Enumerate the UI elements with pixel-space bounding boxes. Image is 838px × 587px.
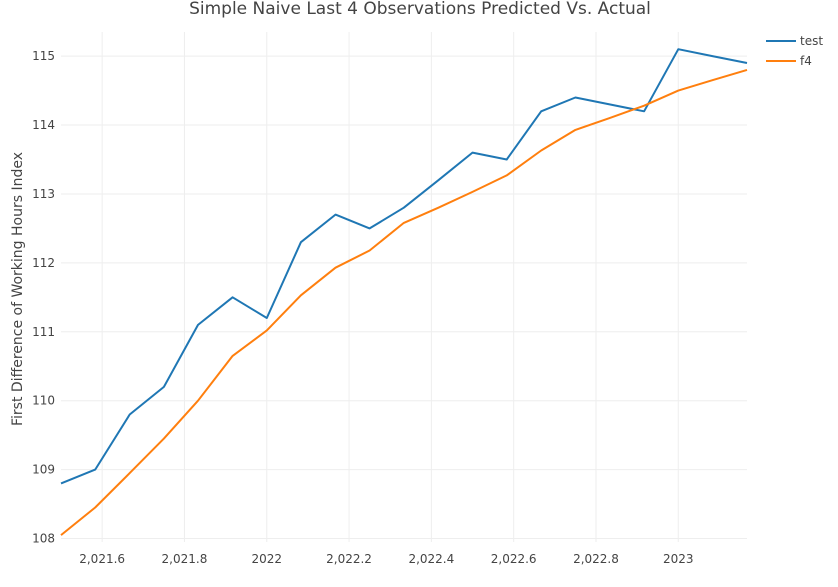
x-tick-label: 2,022.8	[573, 552, 619, 566]
x-tick-label: 2,022.2	[326, 552, 372, 566]
legend[interactable]: test f4	[766, 34, 823, 68]
y-tick-label: 113	[32, 187, 55, 201]
x-tick-label: 2023	[663, 552, 694, 566]
x-tick-label: 2,022.6	[491, 552, 537, 566]
y-tick-label: 114	[32, 118, 55, 132]
legend-item-test[interactable]: test	[766, 34, 823, 48]
y-tick-label: 110	[32, 394, 55, 408]
series-line-test	[60, 48, 748, 485]
x-tick-label: 2022	[251, 552, 282, 566]
legend-item-f4[interactable]: f4	[766, 54, 812, 68]
legend-label: test	[800, 34, 823, 48]
y-axis-title: First Difference of Working Hours Index	[10, 152, 26, 426]
y-tick-label: 112	[32, 256, 55, 270]
y-tick-label: 109	[32, 463, 55, 477]
x-tick-label: 2,022.4	[408, 552, 454, 566]
series-lines	[60, 48, 748, 536]
x-tick-label: 2,021.6	[79, 552, 125, 566]
series-line-f4	[60, 68, 748, 536]
y-tick-label: 115	[32, 49, 55, 63]
grid	[61, 32, 747, 542]
x-axis-ticks: 2,021.6 2,021.8 2022 2,022.2 2,022.4 2,022.6 2…	[79, 552, 693, 566]
chart-title: Simple Naive Last 4 Observations Predict…	[189, 0, 651, 19]
legend-label: f4	[800, 54, 812, 68]
y-tick-label: 111	[32, 325, 55, 339]
y-axis-ticks: 108 109 110 111 112 113 114 115	[32, 49, 55, 545]
y-tick-label: 108	[32, 532, 55, 546]
x-tick-label: 2,021.8	[162, 552, 208, 566]
